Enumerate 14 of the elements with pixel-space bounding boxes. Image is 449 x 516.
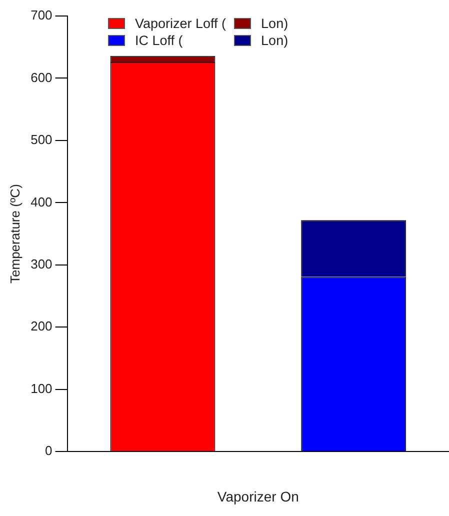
y-tick-label: 300 <box>30 256 52 272</box>
y-axis-title: Temperature (ºC) <box>7 184 22 284</box>
y-tick-label: 500 <box>30 132 52 148</box>
y-tick-label: 400 <box>30 194 52 210</box>
legend-label: Lon) <box>261 16 288 31</box>
legend-label: Vaporizer Loff ( <box>135 16 226 31</box>
legend-label: IC Loff ( <box>135 33 183 48</box>
y-tick-label: 100 <box>30 380 52 396</box>
y-tick-label: 600 <box>30 70 52 85</box>
y-tick-label: 200 <box>30 318 52 334</box>
y-tick-label: 0 <box>45 443 52 458</box>
legend-label: Lon) <box>261 33 288 48</box>
x-axis-title: Vaporizer On <box>217 488 299 504</box>
y-tick-label: 700 <box>30 8 52 23</box>
